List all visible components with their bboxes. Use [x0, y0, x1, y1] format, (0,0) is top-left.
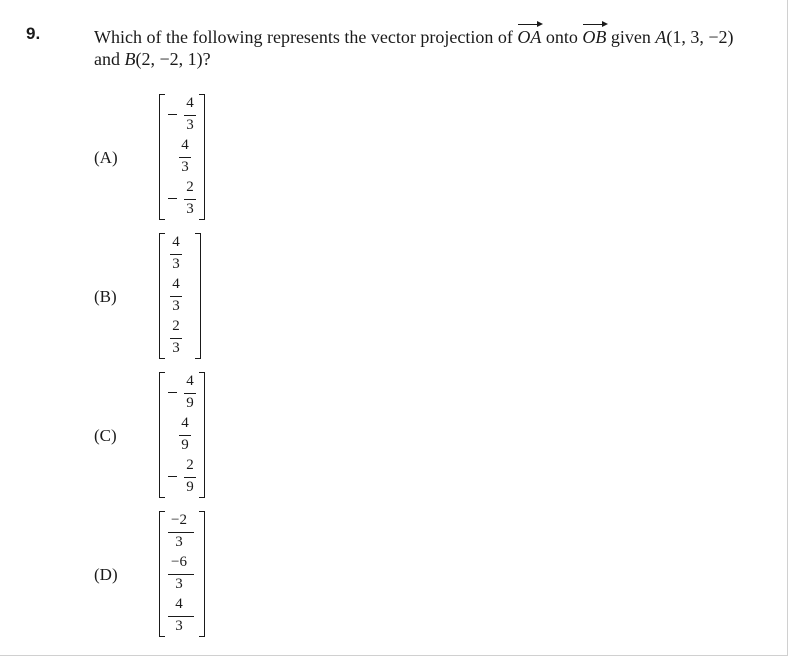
- question-stem: Which of the following represents the ve…: [94, 20, 784, 70]
- matrix-entry: 4 3: [159, 595, 205, 637]
- fraction-bar: [170, 338, 182, 339]
- option-a-label[interactable]: (A): [94, 148, 118, 167]
- minus-sign: [168, 114, 177, 115]
- numerator: 4: [172, 276, 180, 292]
- denominator: 9: [186, 395, 194, 411]
- minus-sign: [168, 198, 177, 199]
- numerator: 4: [175, 596, 183, 612]
- numerator: 2: [186, 457, 194, 473]
- left-bracket: [159, 94, 165, 220]
- fraction-bar: [184, 393, 196, 394]
- numerator: 2: [186, 179, 194, 195]
- denominator: 3: [186, 117, 194, 133]
- left-bracket: [159, 233, 165, 359]
- fraction-bar: [179, 157, 191, 158]
- matrix-entry: 4 3: [159, 136, 205, 178]
- matrix-entry: 2 9: [159, 456, 205, 498]
- fraction-bar: [184, 115, 196, 116]
- denominator: 3: [186, 201, 194, 217]
- question-number: 9.: [26, 24, 41, 43]
- denominator: 9: [181, 437, 189, 453]
- numerator: 4: [172, 234, 180, 250]
- matrix-entry: 2 3: [159, 317, 201, 359]
- stem-and: and: [94, 49, 120, 69]
- right-bracket: [199, 372, 205, 498]
- denominator: 3: [172, 298, 180, 314]
- fraction-bar: [168, 616, 194, 617]
- fraction-bar: [184, 199, 196, 200]
- matrix-entry: 4 3: [159, 275, 201, 317]
- vector-oa: OA: [517, 20, 544, 48]
- fraction-bar: [168, 532, 194, 533]
- left-bracket: [159, 372, 165, 498]
- right-bracket: [195, 233, 201, 359]
- numerator: 4: [181, 415, 189, 431]
- stem-text: Which of the following represents the ve…: [94, 27, 513, 47]
- option-d-label[interactable]: (D): [94, 565, 118, 584]
- matrix-entry: −6 3: [159, 553, 205, 595]
- denominator: 3: [172, 256, 180, 272]
- right-bracket: [199, 94, 205, 220]
- matrix-entry: 4 9: [159, 372, 205, 414]
- matrix-entry: −2 3: [159, 511, 205, 553]
- denominator: 3: [175, 534, 183, 550]
- denominator: 3: [181, 159, 189, 175]
- denominator: 3: [172, 340, 180, 356]
- numerator: −2: [171, 512, 187, 528]
- denominator: 9: [186, 479, 194, 495]
- point-a-coords: (1, 3, −2): [666, 27, 734, 47]
- fraction-bar: [170, 296, 182, 297]
- point-b-letter: B: [124, 49, 136, 69]
- matrix-entry: 4 3: [159, 94, 205, 136]
- denominator: 3: [175, 576, 183, 592]
- vector-ob: OB: [582, 20, 609, 48]
- point-a-letter: A: [655, 27, 667, 47]
- point-b-coords: (2, −2, 1)?: [135, 49, 211, 69]
- numerator: 2: [172, 318, 180, 334]
- option-b-label[interactable]: (B): [94, 287, 117, 306]
- fraction-bar: [179, 435, 191, 436]
- matrix-entry: 2 3: [159, 178, 205, 220]
- stem-onto: onto: [545, 27, 578, 47]
- numerator: 4: [181, 137, 189, 153]
- matrix-entry: 4 9: [159, 414, 205, 456]
- minus-sign: [168, 476, 177, 477]
- option-a-matrix[interactable]: 4 3 4 3 2 3: [159, 94, 205, 220]
- denominator: 3: [175, 618, 183, 634]
- stem-given: given: [610, 27, 651, 47]
- numerator: −6: [171, 554, 187, 570]
- numerator: 4: [186, 373, 194, 389]
- option-c-matrix[interactable]: 4 9 4 9 2 9: [159, 372, 205, 498]
- option-d-matrix[interactable]: −2 3 −6 3 4 3: [159, 511, 205, 637]
- fraction-bar: [170, 254, 182, 255]
- option-c-label[interactable]: (C): [94, 426, 117, 445]
- right-bracket: [199, 511, 205, 637]
- matrix-entry: 4 3: [159, 233, 201, 275]
- minus-sign: [168, 392, 177, 393]
- numerator: 4: [186, 95, 194, 111]
- fraction-bar: [184, 477, 196, 478]
- left-bracket: [159, 511, 165, 637]
- fraction-bar: [168, 574, 194, 575]
- option-b-matrix[interactable]: 4 3 4 3 2 3: [159, 233, 201, 359]
